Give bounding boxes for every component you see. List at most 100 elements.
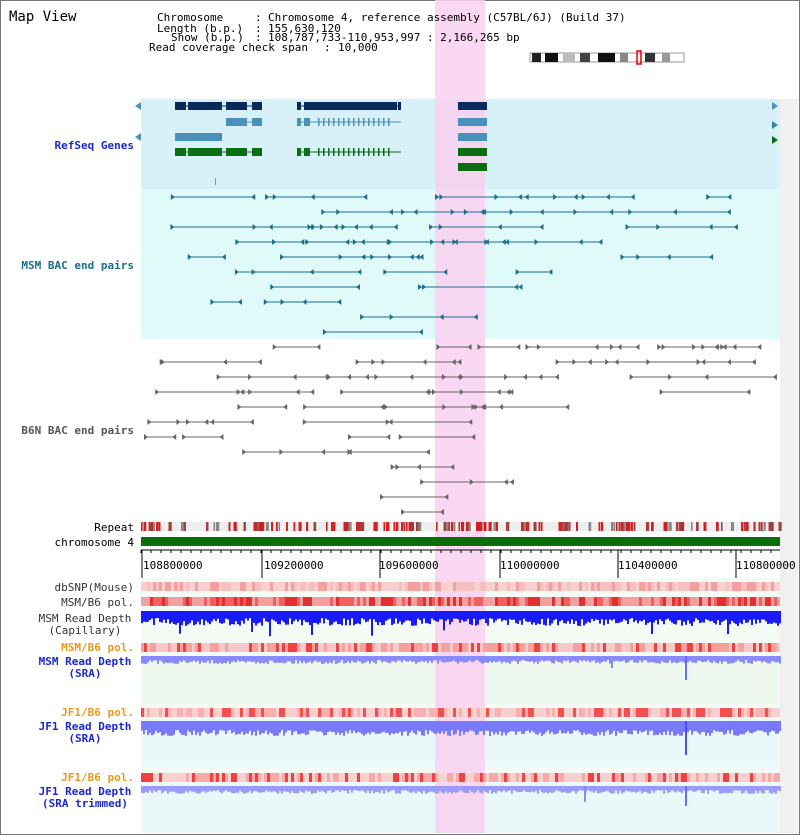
- depth-bar: [693, 611, 695, 622]
- bac-end-marker: [363, 194, 368, 200]
- heat-cell: [255, 773, 258, 782]
- heat-cell: [222, 597, 225, 606]
- track-label-b6n-bac[interactable]: B6N BAC end pairs: [21, 424, 134, 437]
- heat-cell: [327, 643, 330, 652]
- heat-cell: [192, 643, 195, 652]
- depth-bar: [709, 611, 711, 622]
- heat-cell: [762, 597, 765, 606]
- bac-end-marker: [268, 224, 273, 230]
- depth-bar: [203, 611, 205, 626]
- heat-cell: [735, 582, 738, 591]
- heat-cell: [579, 643, 582, 652]
- repeat-element: [743, 522, 746, 531]
- heat-cell: [204, 773, 207, 782]
- depth-bar: [563, 786, 565, 793]
- bac-end-marker: [316, 344, 321, 350]
- track-label-chromosome[interactable]: chromosome 4: [54, 536, 134, 549]
- depth-bar: [543, 656, 545, 662]
- bac-end-marker: [204, 419, 209, 425]
- depth-bar: [227, 786, 229, 792]
- heat-cell: [687, 582, 690, 591]
- track-label-msm-depth-sra[interactable]: MSM Read Depth (SRA): [30, 656, 140, 680]
- depth-bar: [731, 656, 733, 664]
- depth-bar: [193, 721, 195, 731]
- depth-bar: [633, 611, 635, 623]
- depth-bar: [357, 656, 359, 661]
- heat-cell: [777, 597, 780, 606]
- depth-bar: [757, 656, 759, 661]
- heat-cell: [660, 597, 663, 606]
- track-label-msm-bac[interactable]: MSM BAC end pairs: [21, 259, 134, 272]
- depth-bar: [355, 786, 357, 791]
- depth-bar: [381, 721, 383, 733]
- depth-bar: [237, 656, 239, 661]
- heat-cell: [312, 597, 315, 606]
- heat-cell: [741, 582, 744, 591]
- heat-cell: [168, 708, 171, 717]
- depth-bar: [299, 656, 301, 662]
- track-label-jf1-b6-pol-trim[interactable]: JF1/B6 pol.: [61, 771, 134, 784]
- heat-cell: [327, 597, 330, 606]
- depth-bar: [467, 786, 469, 794]
- depth-bar: [527, 656, 529, 662]
- heat-cell: [342, 643, 345, 652]
- repeat-element: [483, 522, 487, 531]
- heat-cell: [558, 773, 561, 782]
- heat-cell: [183, 708, 186, 717]
- heat-cell: [255, 582, 258, 591]
- depth-bar: [473, 656, 475, 662]
- track-label-msm-depth-capillary[interactable]: MSM Read Depth (Capillary): [30, 613, 140, 637]
- heat-cell: [717, 708, 720, 717]
- heat-cell: [285, 773, 288, 782]
- heat-cell: [711, 708, 714, 717]
- bac-end-pair: [646, 359, 756, 365]
- marker-tick: [215, 178, 216, 185]
- heat-cell: [180, 643, 183, 652]
- heat-cell: [321, 597, 324, 606]
- heat-cell: [213, 708, 216, 717]
- depth-bar: [167, 721, 169, 736]
- depth-bar: [625, 611, 627, 621]
- heat-cell: [216, 643, 219, 652]
- heat-cell: [765, 708, 768, 717]
- heat-cell: [747, 773, 750, 782]
- depth-bar: [367, 721, 369, 733]
- heat-cell: [522, 708, 525, 717]
- heat-cell: [348, 582, 351, 591]
- heat-cell: [363, 582, 366, 591]
- heat-cell: [390, 643, 393, 652]
- repeat-element: [623, 522, 626, 531]
- bac-end-marker: [337, 299, 342, 305]
- track-label-msm-b6-pol[interactable]: MSM/B6 pol.: [61, 596, 134, 609]
- depth-bar: [597, 656, 599, 663]
- depth-bar: [679, 611, 681, 621]
- track-label-msm-b6-pol-sra[interactable]: MSM/B6 pol.: [61, 641, 134, 654]
- heat-cell: [483, 643, 486, 652]
- depth-bar: [449, 721, 451, 736]
- depth-bar: [753, 611, 755, 620]
- track-label-refseq[interactable]: RefSeq Genes: [54, 139, 134, 152]
- track-label-repeat[interactable]: Repeat: [94, 521, 134, 534]
- depth-bar: [545, 721, 547, 733]
- heat-cell: [561, 597, 564, 606]
- repeat-element: [761, 522, 763, 531]
- track-label-jf1-b6-pol[interactable]: JF1/B6 pol.: [61, 706, 134, 719]
- heat-cell: [621, 773, 624, 782]
- msm-depth-capillary-bars: [141, 611, 781, 637]
- heat-cell: [270, 643, 273, 652]
- heat-cell: [699, 643, 702, 652]
- bac-end-marker: [333, 224, 338, 230]
- heat-cell: [555, 643, 558, 652]
- bac-end-pair: [381, 359, 427, 365]
- track-label-dbsnp[interactable]: dbSNP(Mouse): [54, 581, 134, 594]
- repeat-element: [488, 522, 492, 531]
- track-label-jf1-depth-sra[interactable]: JF1 Read Depth (SRA): [30, 721, 140, 745]
- depth-bar: [409, 656, 411, 661]
- depth-bar: [305, 721, 307, 736]
- depth-bar: [357, 611, 359, 624]
- heat-cell: [465, 643, 468, 652]
- axis-tick-label: 110800000: [736, 559, 796, 572]
- track-label-jf1-depth-trim[interactable]: JF1 Read Depth (SRA trimmed): [30, 786, 140, 810]
- depth-bar: [745, 721, 747, 733]
